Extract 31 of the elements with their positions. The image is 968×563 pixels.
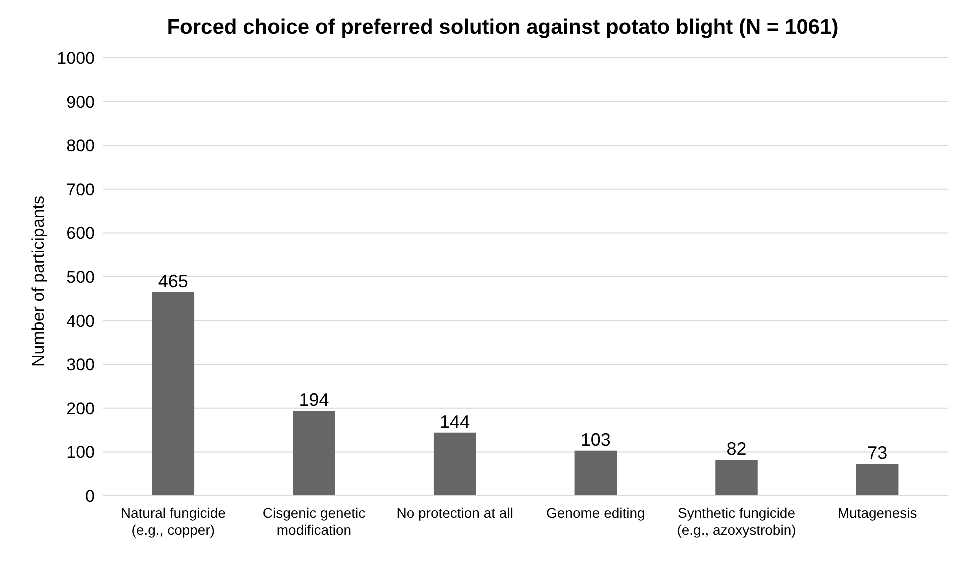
data-label: 73 [868, 443, 888, 464]
bar [856, 464, 899, 496]
y-tick-label: 800 [66, 136, 95, 156]
data-label: 194 [299, 390, 330, 410]
x-tick-label: Synthetic fungicide (e.g., azoxystrobin) [677, 505, 796, 538]
x-tick-label: No protection at all [396, 505, 514, 521]
data-label: 82 [726, 439, 747, 460]
chart-title: Forced choice of preferred solution against potato blight (N = 1061) [166, 15, 840, 41]
bar [716, 460, 758, 496]
bar [434, 432, 476, 496]
y-tick-label: 300 [66, 356, 95, 375]
bar [152, 292, 195, 496]
y-tick-label: 100 [66, 443, 95, 462]
y-tick-label: 500 [66, 268, 95, 288]
x-tick-label: Genome editing [546, 505, 646, 521]
y-tick-label: 600 [66, 224, 95, 244]
data-label: 103 [580, 430, 611, 450]
bar [574, 450, 618, 496]
x-tick-label: Mutagenesis [838, 505, 918, 521]
y-tick-label: 700 [66, 180, 95, 200]
y-tick-label: 0 [86, 487, 95, 506]
bar [293, 411, 336, 496]
data-label: 465 [158, 271, 188, 292]
y-tick-label: 200 [66, 399, 95, 418]
y-tick-label: 400 [66, 312, 95, 331]
y-tick-label: 1000 [57, 49, 95, 68]
y-tick-label: 900 [66, 92, 95, 112]
y-axis-title: Number of participants [29, 196, 48, 367]
data-label: 144 [440, 412, 470, 432]
x-tick-label: Cisgenic genetic modification [262, 505, 366, 538]
x-tick-label: Natural fungicide (e.g., copper) [120, 505, 226, 538]
